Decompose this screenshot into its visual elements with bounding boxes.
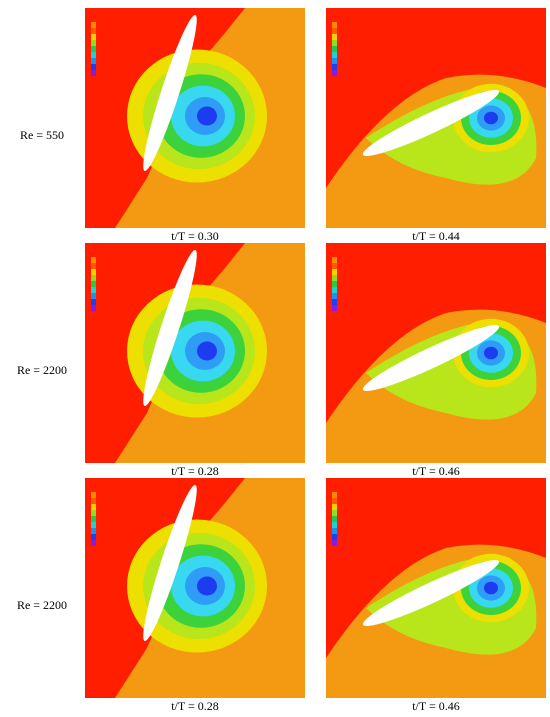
colorbar-swatch [91, 40, 96, 46]
contour-panel [326, 8, 546, 228]
vortex-contour [484, 581, 498, 595]
panel-caption: t/T = 0.30 [171, 229, 219, 243]
colorbar-swatch [91, 528, 96, 534]
colorbar-swatch [332, 275, 337, 281]
colorbar-swatch [332, 528, 337, 534]
colorbar-swatch [91, 534, 96, 540]
vortex-contour [197, 576, 217, 596]
colorbar-swatch [332, 281, 337, 287]
colorbar-swatch [91, 510, 96, 516]
colorbar-swatch [332, 498, 337, 504]
airfoil [362, 560, 500, 626]
colorbar-swatch [91, 293, 96, 299]
colorbar-swatch [332, 540, 337, 546]
row-label: Re = 2200 [17, 598, 67, 612]
contour-panel [85, 8, 305, 228]
row-label: Re = 550 [20, 128, 64, 142]
panel-caption: t/T = 0.46 [412, 464, 460, 478]
colorbar-swatch [91, 28, 96, 34]
colorbar-swatch [91, 516, 96, 522]
colorbar-swatch [332, 46, 337, 52]
colorbar-swatch [332, 40, 337, 46]
colorbar-swatch [332, 34, 337, 40]
colorbar-swatch [91, 269, 96, 275]
vortex-contour [197, 106, 217, 126]
colorbar-swatch [91, 305, 96, 311]
colorbar-swatch [332, 287, 337, 293]
colorbar-swatch [91, 287, 96, 293]
colorbar-swatch [332, 305, 337, 311]
vortex-contour [484, 111, 498, 125]
colorbar-swatch [91, 22, 96, 28]
airfoil [362, 90, 500, 156]
colorbar-swatch [332, 70, 337, 76]
airfoil [143, 14, 197, 172]
airfoil [362, 325, 500, 391]
colorbar-swatch [332, 492, 337, 498]
colorbar-swatch [332, 64, 337, 70]
colorbar-swatch [332, 522, 337, 528]
colorbar-swatch [332, 22, 337, 28]
colorbar-swatch [91, 52, 96, 58]
colorbar-swatch [91, 58, 96, 64]
colorbar-swatch [91, 70, 96, 76]
colorbar-swatch [332, 28, 337, 34]
colorbar-swatch [332, 257, 337, 263]
contour-panel [85, 243, 305, 463]
vortex-contour [197, 341, 217, 361]
airfoil [143, 249, 197, 407]
colorbar-swatch [332, 269, 337, 275]
colorbar-swatch [332, 510, 337, 516]
colorbar-swatch [332, 299, 337, 305]
contour-panel [85, 478, 305, 698]
high-pressure-region [326, 8, 546, 188]
colorbar-swatch [332, 52, 337, 58]
vortex-contour [484, 346, 498, 360]
colorbar-swatch [91, 504, 96, 510]
colorbar-swatch [91, 498, 96, 504]
high-pressure-region [326, 478, 546, 658]
airfoil [143, 484, 197, 642]
colorbar-swatch [91, 522, 96, 528]
colorbar-swatch [332, 263, 337, 269]
colorbar-swatch [91, 34, 96, 40]
panel-caption: t/T = 0.28 [171, 464, 219, 478]
colorbar-swatch [332, 534, 337, 540]
colorbar-swatch [332, 58, 337, 64]
colorbar-swatch [91, 281, 96, 287]
row-label: Re = 2200 [17, 363, 67, 377]
colorbar-swatch [91, 46, 96, 52]
colorbar-swatch [91, 263, 96, 269]
colorbar-swatch [332, 293, 337, 299]
panel-caption: t/T = 0.44 [412, 229, 460, 243]
panel-caption: t/T = 0.46 [412, 699, 460, 713]
panel-caption: t/T = 0.28 [171, 699, 219, 713]
colorbar-swatch [91, 275, 96, 281]
colorbar-swatch [91, 492, 96, 498]
high-pressure-region [326, 243, 546, 423]
colorbar-swatch [91, 540, 96, 546]
colorbar-swatch [91, 64, 96, 70]
colorbar-swatch [332, 504, 337, 510]
colorbar-swatch [332, 516, 337, 522]
contour-panel [326, 243, 546, 463]
contour-panel [326, 478, 546, 698]
colorbar-swatch [91, 257, 96, 263]
colorbar-swatch [91, 299, 96, 305]
